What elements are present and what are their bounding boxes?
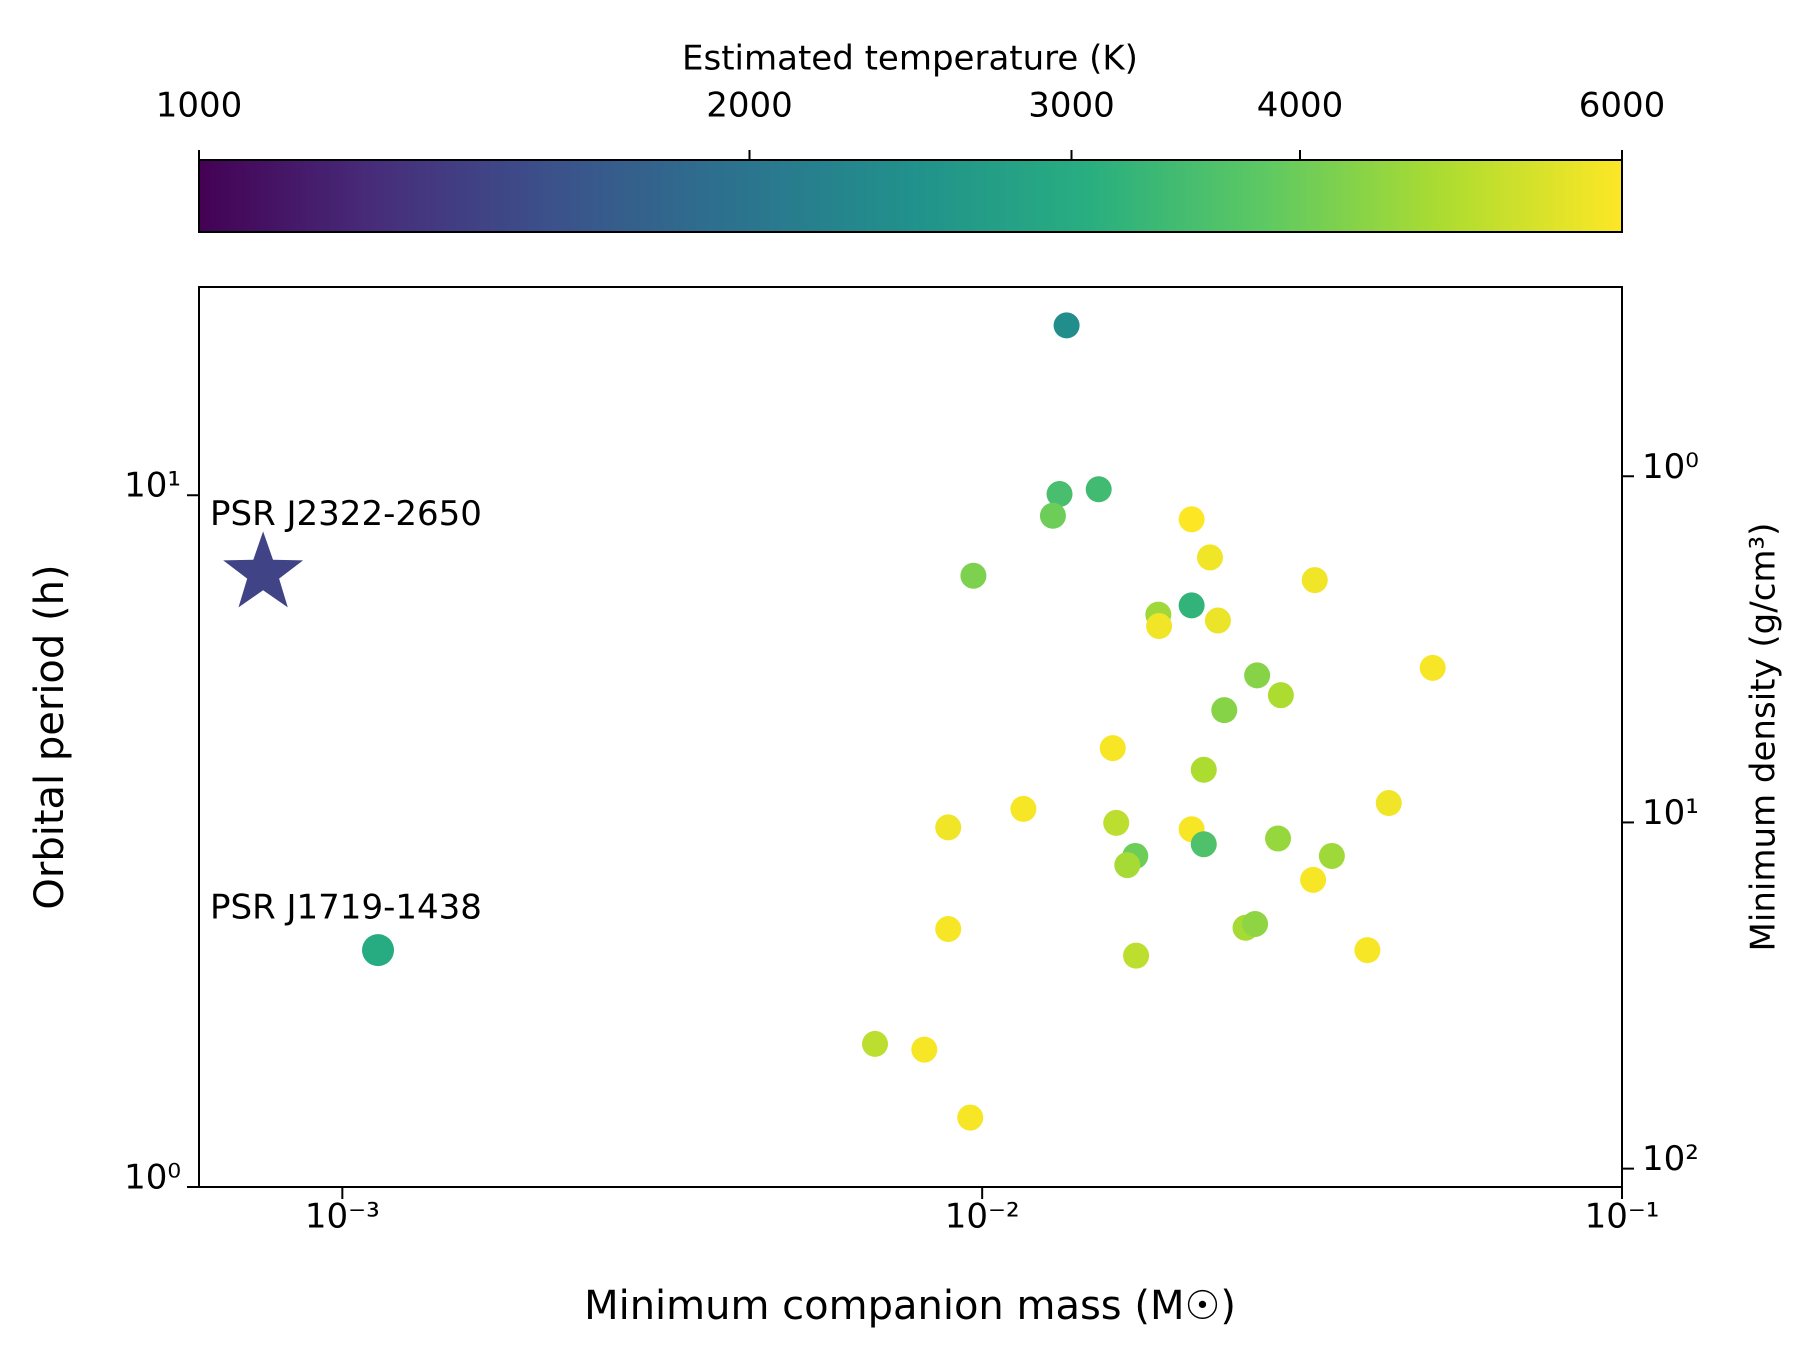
y2-tick-label: 10⁰ bbox=[1642, 447, 1699, 487]
point bbox=[1099, 735, 1126, 762]
point bbox=[1178, 506, 1205, 533]
point bbox=[1301, 567, 1328, 594]
point bbox=[1242, 910, 1269, 937]
x-tick-label: 10⁻¹ bbox=[1585, 1197, 1660, 1237]
point bbox=[1318, 842, 1345, 869]
y-axis-label: Orbital period (h) bbox=[27, 564, 73, 909]
point bbox=[1178, 592, 1205, 619]
point bbox=[1354, 937, 1381, 964]
colorbar bbox=[198, 159, 1623, 233]
annotation: PSR J2322-2650 bbox=[210, 494, 482, 534]
point bbox=[862, 1030, 889, 1057]
point bbox=[1211, 697, 1238, 724]
point bbox=[1039, 502, 1066, 529]
x-tick-label: 10⁻³ bbox=[305, 1197, 380, 1237]
colorbar-tick-label: 6000 bbox=[1579, 86, 1666, 126]
colorbar-tick-label: 2000 bbox=[706, 86, 793, 126]
point bbox=[1103, 809, 1130, 836]
point bbox=[1190, 831, 1217, 858]
star-marker bbox=[223, 531, 304, 608]
point bbox=[1053, 312, 1080, 339]
x-tick-label: 10⁻² bbox=[945, 1197, 1020, 1237]
point bbox=[911, 1036, 938, 1063]
point bbox=[1146, 613, 1173, 640]
point bbox=[935, 814, 962, 841]
point bbox=[1267, 682, 1294, 709]
colorbar-tick-label: 1000 bbox=[156, 86, 243, 126]
point bbox=[1010, 795, 1037, 822]
y2-axis-label: Minimum density (g/cm³) bbox=[1744, 523, 1784, 952]
point bbox=[1085, 476, 1112, 503]
colorbar-tick-label: 3000 bbox=[1028, 86, 1115, 126]
point bbox=[935, 916, 962, 943]
point bbox=[1265, 825, 1292, 852]
point bbox=[960, 562, 987, 589]
x-axis-label: Minimum companion mass (M☉) bbox=[584, 1283, 1236, 1329]
y2-tick-label: 10² bbox=[1642, 1139, 1699, 1179]
point bbox=[1300, 866, 1327, 893]
y-tick-label: 10¹ bbox=[124, 466, 181, 506]
colorbar-label: Estimated temperature (K) bbox=[682, 39, 1138, 79]
y2-tick-label: 10¹ bbox=[1642, 793, 1699, 833]
annotation: PSR J1719-1438 bbox=[210, 888, 482, 928]
point bbox=[1123, 942, 1150, 969]
y-tick-label: 10⁰ bbox=[124, 1158, 181, 1198]
colorbar-tick-label: 4000 bbox=[1257, 86, 1344, 126]
point bbox=[1419, 654, 1446, 681]
point bbox=[1196, 544, 1223, 571]
point bbox=[362, 934, 395, 967]
point bbox=[1114, 852, 1141, 879]
point bbox=[1375, 790, 1402, 817]
point bbox=[1190, 756, 1217, 783]
point bbox=[1244, 662, 1271, 689]
point bbox=[957, 1104, 984, 1131]
plot-frame bbox=[198, 286, 1623, 1188]
point bbox=[1046, 481, 1073, 508]
point bbox=[1204, 607, 1231, 634]
